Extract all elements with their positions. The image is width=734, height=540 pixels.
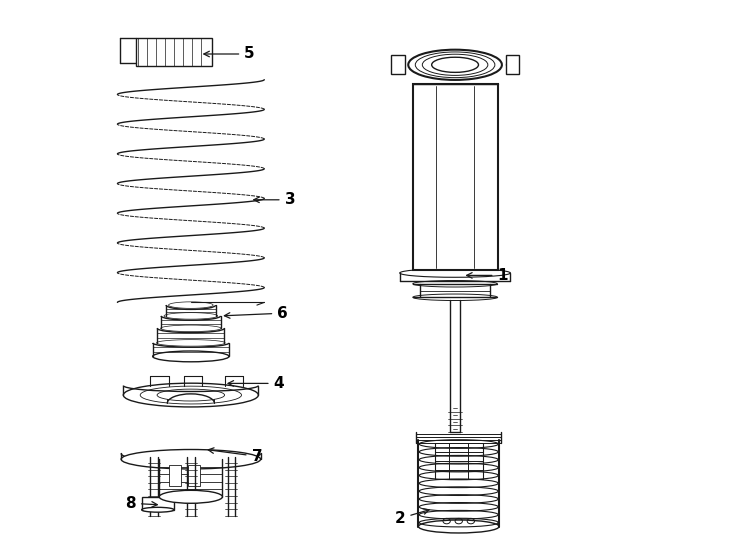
Ellipse shape [153, 351, 229, 362]
Text: 3: 3 [254, 192, 295, 207]
Bar [169, 465, 181, 485]
Bar [506, 55, 519, 74]
Bar [136, 38, 212, 66]
Text: 2: 2 [395, 509, 429, 526]
Text: 1: 1 [467, 268, 508, 283]
Bar [413, 84, 498, 270]
Text: 4: 4 [228, 376, 284, 391]
Bar [188, 465, 200, 485]
Bar [391, 55, 404, 74]
Text: 6: 6 [225, 306, 288, 321]
Text: 5: 5 [204, 46, 255, 62]
Ellipse shape [159, 490, 222, 503]
Text: 7: 7 [208, 448, 262, 464]
Ellipse shape [142, 508, 174, 512]
Ellipse shape [121, 449, 261, 469]
Text: 8: 8 [126, 496, 157, 511]
Bar [142, 497, 174, 510]
